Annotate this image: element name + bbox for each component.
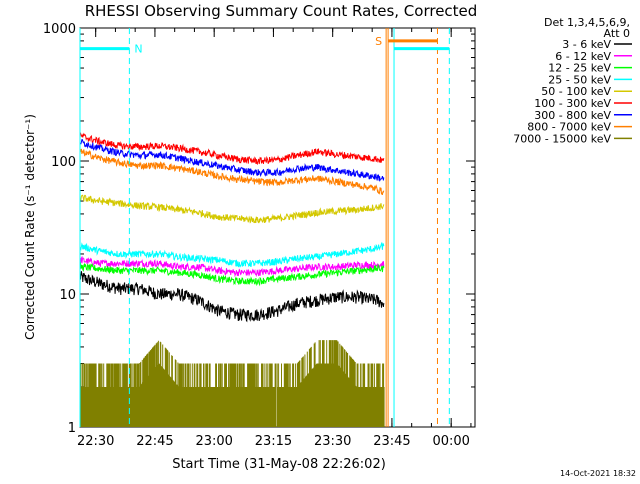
x-tick-label: 22:30 (77, 434, 114, 449)
footer-timestamp: 14-Oct-2021 18:32 (560, 469, 636, 478)
series-2 (79, 262, 385, 287)
legend-entry-label: 6 - 12 keV (555, 50, 611, 63)
series-line (79, 262, 385, 287)
chart-title: RHESSI Observing Summary Count Rates, Co… (85, 2, 478, 20)
y-tick-label: 1 (68, 421, 76, 436)
x-tick-label: 23:15 (255, 434, 292, 449)
series-line (79, 194, 385, 224)
y-tick-label: 10 (59, 288, 76, 303)
series-4 (79, 194, 385, 224)
y-tick-label: 1000 (43, 22, 76, 37)
series-3 (79, 241, 385, 268)
legend-header: Att 0 (604, 27, 630, 40)
x-tick-label: 23:00 (195, 434, 232, 449)
series-line (79, 132, 385, 166)
legend-entry-label: 3 - 6 keV (562, 38, 611, 51)
plot-area: 1 10 100 1000 22:30 22:45 23:00 23:15 23:30 23:45… (43, 22, 476, 449)
x-tick-label: 23:30 (314, 434, 351, 449)
series-6 (79, 139, 385, 183)
x-axis-label: Start Time (31-May-08 22:26:02) (172, 457, 386, 472)
series-line (79, 255, 385, 278)
flag-label: N (134, 43, 142, 56)
legend-header: Det 1,3,4,5,6,9, (544, 16, 630, 29)
legend-entry-label: 25 - 50 keV (548, 73, 611, 86)
x-tick-label: 00:00 (432, 434, 469, 449)
flag-label: S (375, 35, 382, 48)
y-axis-label: Corrected Count Rate (s⁻¹ detector⁻¹) (23, 114, 37, 340)
legend-entry-label: 300 - 800 keV (534, 109, 611, 122)
legend-entry-label: 100 - 300 keV (534, 97, 611, 110)
x-tick-label: 22:45 (136, 434, 173, 449)
x-tick-label: 23:45 (373, 434, 410, 449)
series-line (79, 148, 385, 196)
series-line (79, 271, 385, 323)
series-1 (79, 255, 385, 278)
series-7 (79, 148, 385, 196)
legend-entry-label: 12 - 25 keV (548, 62, 611, 75)
legend-entry-label: 50 - 100 keV (541, 85, 611, 98)
y-tick-label: 100 (51, 155, 76, 170)
series-5 (79, 132, 385, 166)
series-0 (79, 271, 385, 323)
series-line (79, 139, 385, 183)
legend-entry-label: 800 - 7000 keV (527, 121, 611, 134)
series-line (79, 241, 385, 268)
legend-entry-label: 7000 - 15000 keV (513, 132, 611, 145)
